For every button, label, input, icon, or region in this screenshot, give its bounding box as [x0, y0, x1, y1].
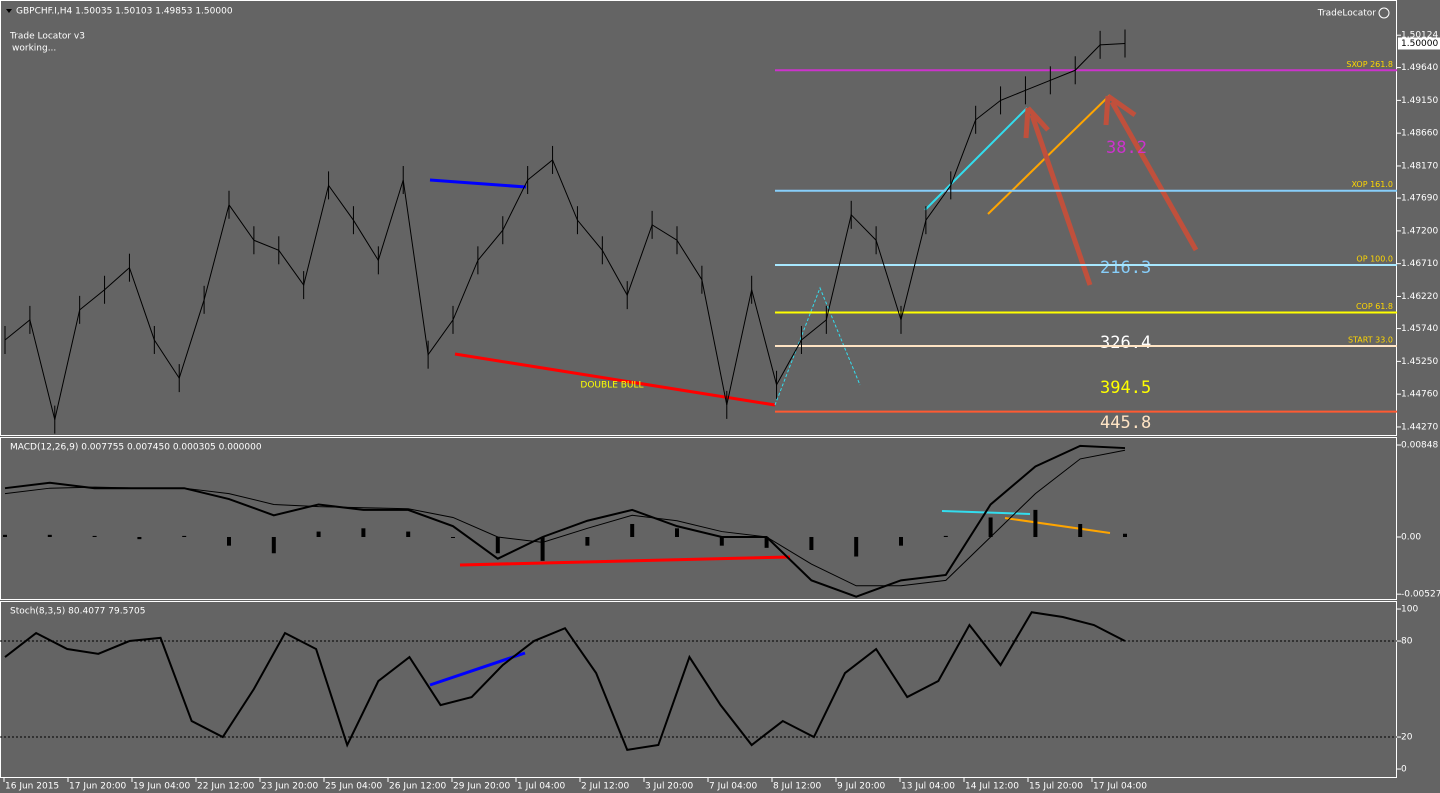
- histogram-bar: [316, 531, 321, 537]
- y-tick-label: 0: [1401, 765, 1407, 775]
- histogram-bar: [361, 528, 366, 537]
- histogram-bar: [182, 535, 187, 537]
- histogram-bar: [406, 531, 411, 537]
- y-tick-label: 1.45250: [1401, 357, 1438, 367]
- pattern-lines: [429, 93, 1199, 687]
- x-tick-label: 26 Jun 12:00: [389, 782, 446, 792]
- histogram-bar: [675, 528, 679, 537]
- macd-title: MACD(12,26,9) 0.007755 0.007450 0.000305…: [10, 443, 262, 453]
- x-tick-label: 16 Jun 2015: [5, 782, 59, 792]
- y-tick-label: 0.00848: [1401, 441, 1438, 451]
- histogram-bar: [1078, 523, 1083, 537]
- series-line: [4, 611, 1126, 751]
- y-tick-label: 1.47200: [1401, 226, 1438, 236]
- histogram-bar: [943, 535, 948, 537]
- histogram-bar: [988, 517, 993, 537]
- ratio-label: 38.2: [1106, 138, 1147, 158]
- x-tick-label: 7 Jul 04:00: [709, 782, 758, 792]
- histogram-bar: [137, 536, 142, 540]
- histogram-bar: [899, 536, 903, 546]
- level-label: OP 100.0: [1356, 255, 1393, 264]
- menu-arrow[interactable]: [6, 9, 12, 13]
- histogram-bar: [92, 535, 97, 537]
- ratio-label: 445.8: [1100, 413, 1151, 433]
- y-tick-label: 1.44760: [1401, 390, 1438, 400]
- y-tick-label: -0.005274: [1401, 590, 1440, 600]
- x-tick-label: 15 Jul 20:00: [1029, 782, 1083, 792]
- histogram-bar: [495, 536, 500, 554]
- histogram-bar: [764, 536, 769, 548]
- level-label: COP 61.8: [1356, 302, 1393, 311]
- chart-bg: [0, 0, 1397, 778]
- histogram-bar: [585, 536, 590, 546]
- status: working...: [12, 44, 56, 54]
- histogram-bar: [1033, 509, 1038, 537]
- histogram-bar: [1123, 533, 1127, 537]
- x-tick-label: 25 Jun 04:00: [325, 782, 382, 792]
- series-line: [4, 449, 1126, 587]
- histogram-bar: [47, 534, 52, 537]
- x-tick-label: 29 Jun 20:00: [453, 782, 510, 792]
- panel-frames: [0, 0, 1397, 778]
- y-tick-label: 1.47690: [1401, 194, 1438, 204]
- ratio-label: 326.4: [1100, 333, 1151, 353]
- histogram-bar: [3, 534, 7, 537]
- y-tick-label: 1.48660: [1401, 129, 1438, 139]
- x-tick-label: 19 Jun 04:00: [133, 782, 190, 792]
- y-tick-label: 100: [1401, 605, 1418, 615]
- ratio-label: 394.5: [1100, 378, 1151, 398]
- y-tick-label: 0.00: [1401, 532, 1421, 542]
- y-tick-label: 1.50124: [1401, 31, 1438, 41]
- y-tick-label: 1.48170: [1401, 161, 1438, 171]
- series-line: [4, 444, 1126, 598]
- stoch-title: Stoch(8,3,5) 80.4077 79.5705: [10, 607, 145, 617]
- x-tick-label: 3 Jul 20:00: [645, 782, 694, 792]
- y-tick-label: 1.49640: [1401, 63, 1438, 73]
- x-tick-label: 9 Jul 20:00: [837, 782, 886, 792]
- histogram-bar: [854, 536, 859, 557]
- current-price-box: [1398, 37, 1440, 50]
- level-label: SXOP 261.8: [1346, 60, 1393, 69]
- y-tick-label: 80: [1401, 637, 1413, 647]
- x-tick-label: 23 Jun 20:00: [261, 782, 318, 792]
- current-price: 1.50000: [1401, 39, 1438, 49]
- x-tick-label: 17 Jul 04:00: [1093, 782, 1147, 792]
- y-tick-label: 1.44270: [1401, 422, 1438, 432]
- x-tick-label: 2 Jul 12:00: [581, 782, 630, 792]
- level-label: START 33.0: [1348, 335, 1393, 344]
- close-icon[interactable]: [1378, 7, 1390, 19]
- y-tick-label: 20: [1401, 733, 1413, 743]
- x-tick-label: 1 Jul 04:00: [517, 782, 566, 792]
- histogram-bar: [227, 536, 231, 546]
- y-tick-label: 1.49150: [1401, 96, 1438, 106]
- level-label: XOP 161.0: [1351, 180, 1393, 189]
- histogram-bar: [540, 536, 545, 561]
- histogram-bar: [630, 523, 635, 537]
- y-tick-label: 1.45740: [1401, 324, 1438, 334]
- x-tick-label: 14 Jul 12:00: [965, 782, 1019, 792]
- symbol-line: GBPCHF.I,H4 1.50035 1.50103 1.49853 1.50…: [16, 7, 233, 17]
- x-tick-label: 8 Jul 12:00: [773, 782, 822, 792]
- series-line: [4, 43, 1126, 420]
- histogram-bar: [719, 536, 724, 546]
- x-tick-label: 13 Jul 04:00: [901, 782, 955, 792]
- pattern-label: DOUBLE BULL: [580, 381, 643, 391]
- x-tick-label: 22 Jun 12:00: [197, 782, 254, 792]
- brand: TradeLocator: [1317, 9, 1377, 19]
- indicator-name: Trade Locator v3: [9, 32, 85, 42]
- ratio-label: 216.3: [1100, 258, 1151, 278]
- x-tick-label: 17 Jun 20:00: [69, 782, 126, 792]
- histogram-bar: [451, 536, 455, 538]
- y-tick-label: 1.46710: [1401, 259, 1438, 269]
- histogram-bar: [271, 536, 276, 554]
- histogram-bar: [809, 536, 814, 551]
- y-tick-label: 1.46220: [1401, 292, 1438, 302]
